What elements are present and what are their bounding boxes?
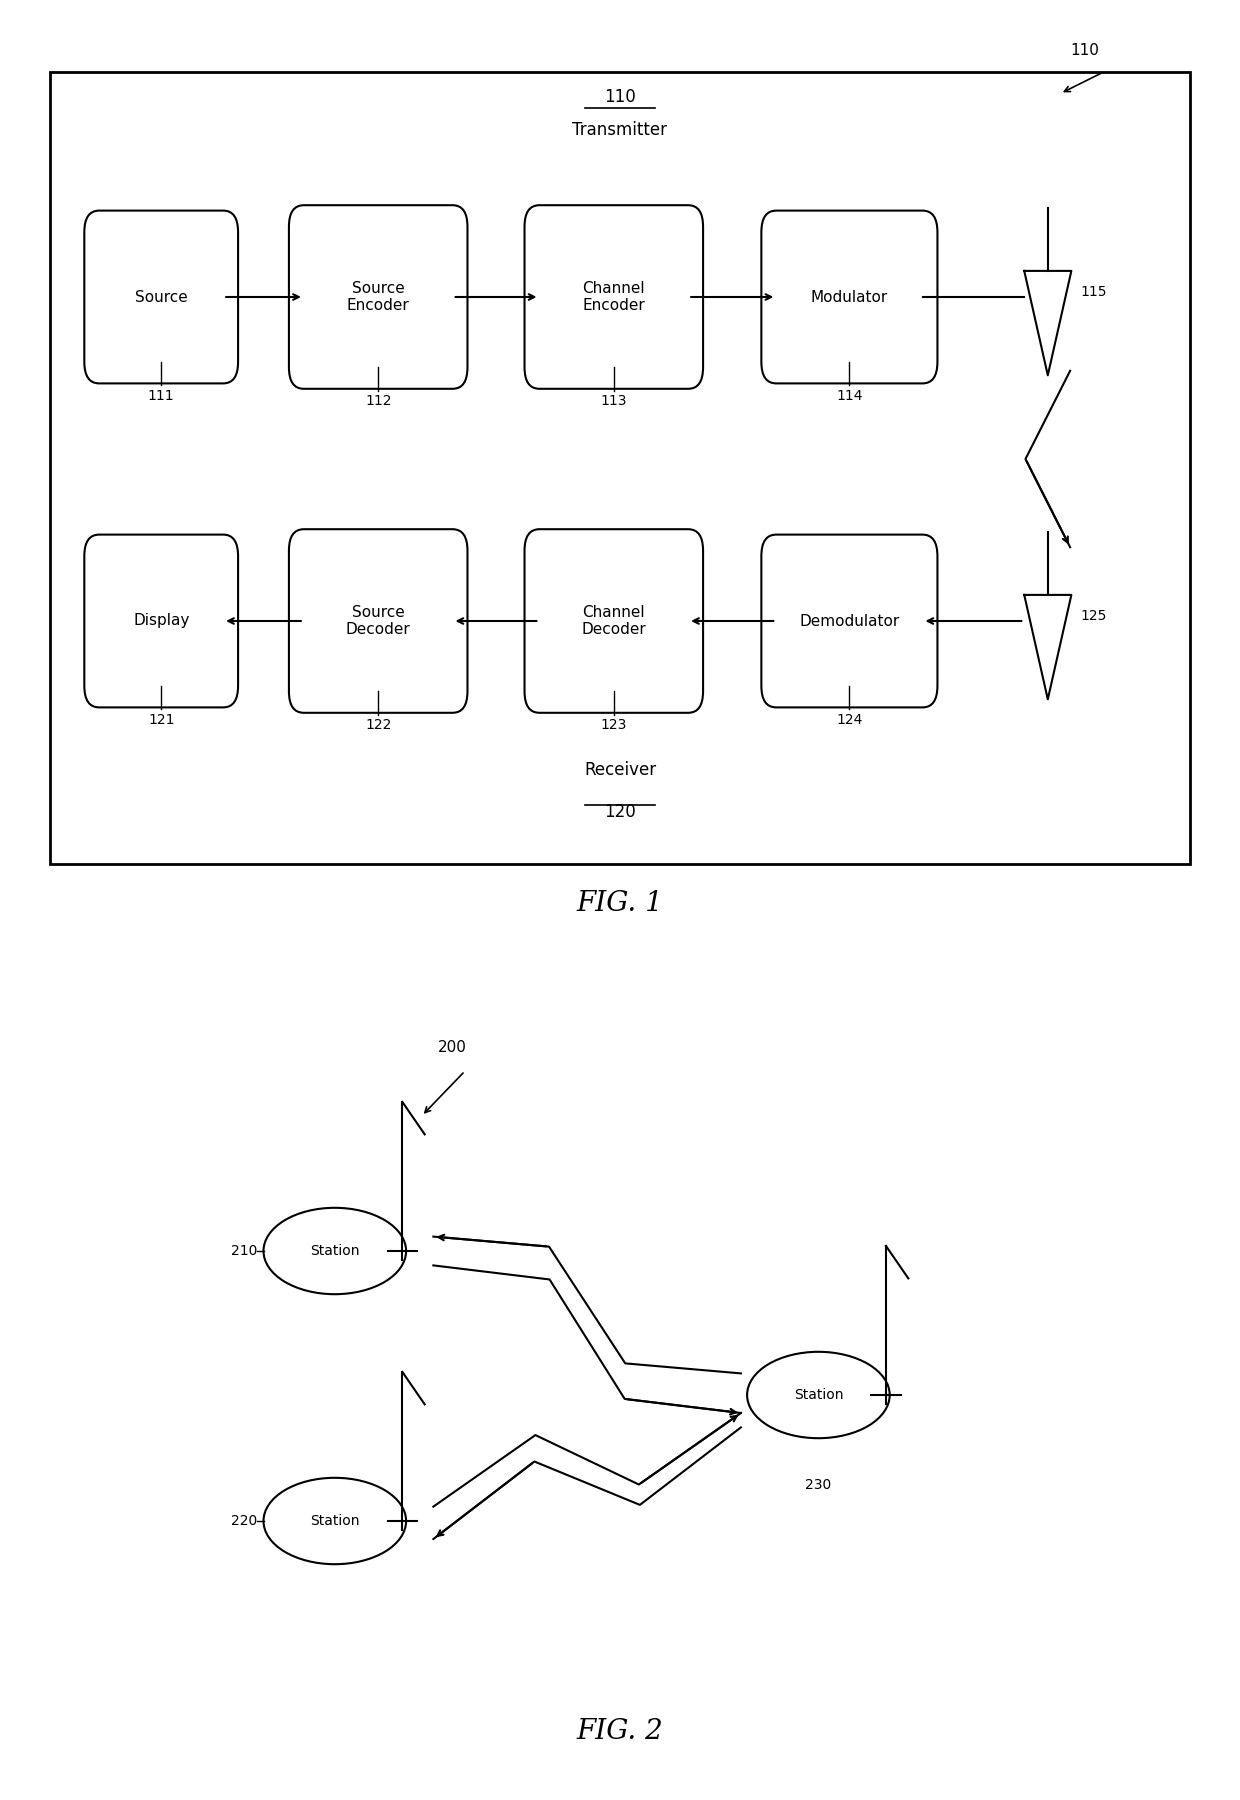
Text: Source
Encoder: Source Encoder [347, 281, 409, 313]
Text: Channel
Encoder: Channel Encoder [583, 281, 645, 313]
Text: 123: 123 [600, 718, 627, 733]
Text: 122: 122 [365, 718, 392, 733]
FancyBboxPatch shape [289, 205, 467, 389]
Text: 210: 210 [231, 1244, 258, 1258]
Text: 110: 110 [1070, 43, 1100, 58]
Text: 230: 230 [805, 1478, 832, 1492]
Text: FIG. 1: FIG. 1 [577, 891, 663, 918]
Text: 110: 110 [604, 88, 636, 106]
Text: 111: 111 [148, 389, 175, 403]
FancyBboxPatch shape [50, 72, 1190, 864]
FancyBboxPatch shape [525, 529, 703, 713]
Text: Display: Display [133, 614, 190, 628]
Text: 115: 115 [1080, 284, 1106, 299]
FancyBboxPatch shape [761, 211, 937, 383]
Text: Modulator: Modulator [811, 290, 888, 304]
Ellipse shape [263, 1478, 407, 1564]
Text: 114: 114 [836, 389, 863, 403]
Text: Station: Station [794, 1388, 843, 1402]
FancyBboxPatch shape [84, 535, 238, 707]
Text: Station: Station [310, 1244, 360, 1258]
Text: 121: 121 [148, 713, 175, 727]
FancyBboxPatch shape [761, 535, 937, 707]
Text: Station: Station [310, 1514, 360, 1528]
FancyBboxPatch shape [289, 529, 467, 713]
Text: 113: 113 [600, 394, 627, 409]
Text: Channel
Decoder: Channel Decoder [582, 605, 646, 637]
Ellipse shape [748, 1352, 890, 1438]
FancyBboxPatch shape [525, 205, 703, 389]
Text: 220: 220 [231, 1514, 258, 1528]
Text: Demodulator: Demodulator [800, 614, 899, 628]
Text: FIG. 2: FIG. 2 [577, 1717, 663, 1746]
Text: Source: Source [135, 290, 187, 304]
Text: 125: 125 [1080, 608, 1106, 623]
Text: 120: 120 [604, 803, 636, 821]
Text: Transmitter: Transmitter [573, 121, 667, 139]
FancyBboxPatch shape [84, 211, 238, 383]
Text: 200: 200 [438, 1040, 467, 1055]
Text: Receiver: Receiver [584, 761, 656, 779]
Text: 112: 112 [365, 394, 392, 409]
Text: Source
Decoder: Source Decoder [346, 605, 410, 637]
Text: 124: 124 [836, 713, 863, 727]
Ellipse shape [263, 1208, 407, 1294]
